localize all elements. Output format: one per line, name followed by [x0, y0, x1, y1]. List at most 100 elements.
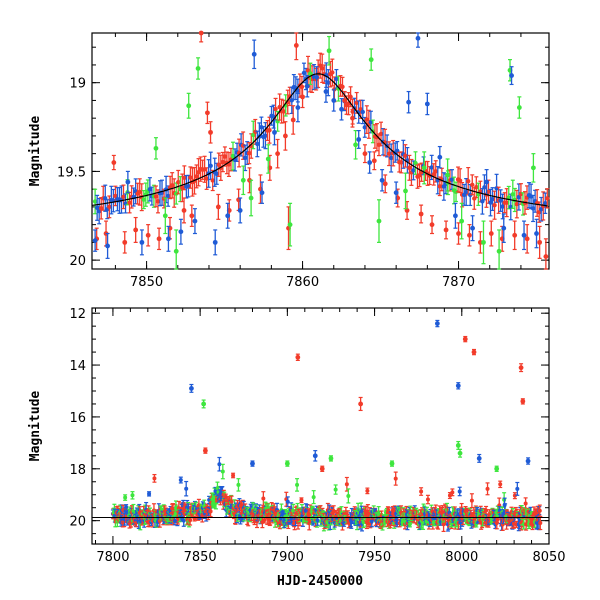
- data-point: [283, 121, 288, 151]
- data-point: [463, 178, 469, 207]
- data-marker: [356, 137, 362, 142]
- data-point: [512, 187, 518, 213]
- data-marker: [326, 80, 331, 85]
- data-marker: [295, 105, 301, 110]
- data-point: [99, 197, 104, 220]
- data-point: [545, 188, 550, 209]
- data-marker: [486, 189, 491, 194]
- data-point: [205, 101, 210, 125]
- data-marker: [524, 236, 530, 242]
- data-point: [295, 92, 301, 123]
- data-marker: [285, 99, 290, 105]
- data-marker: [231, 473, 236, 478]
- data-marker: [437, 184, 443, 189]
- data-point: [331, 89, 337, 112]
- data-marker: [340, 84, 345, 89]
- data-point: [477, 231, 483, 254]
- data-marker: [188, 175, 193, 180]
- data-marker: [453, 213, 458, 219]
- data-point: [395, 140, 400, 161]
- data-point: [275, 138, 281, 169]
- data-point: [299, 497, 304, 504]
- data-marker: [182, 175, 187, 181]
- data-marker: [210, 178, 215, 183]
- data-marker: [403, 188, 408, 194]
- data-marker: [225, 213, 231, 219]
- data-marker: [208, 163, 213, 168]
- data-marker: [320, 66, 325, 71]
- data-marker: [543, 201, 548, 206]
- data-marker: [137, 189, 142, 195]
- data-point: [123, 494, 128, 501]
- data-marker: [300, 94, 305, 100]
- data-marker: [169, 183, 175, 188]
- data-point: [251, 120, 256, 150]
- data-marker: [413, 160, 418, 166]
- data-point: [178, 218, 184, 245]
- y-tick-label: 20: [69, 515, 86, 530]
- data-marker: [365, 488, 370, 493]
- data-marker: [127, 200, 132, 205]
- data-point: [388, 143, 394, 173]
- data-marker: [155, 199, 161, 204]
- top-axis-ticks: 7850 7860 7870 19 19.5 20: [57, 33, 549, 290]
- data-marker: [537, 239, 543, 245]
- data-marker: [208, 129, 213, 135]
- data-point: [277, 93, 282, 121]
- data-marker: [348, 94, 353, 99]
- data-point: [190, 167, 195, 197]
- data-point: [272, 119, 277, 146]
- data-point: [122, 231, 128, 254]
- data-marker: [514, 201, 520, 207]
- bottom-axis-ticks: 7800 7850 7900 7950 8000 8050 12 14 16 18 20: [69, 307, 565, 565]
- data-marker: [184, 486, 189, 491]
- data-marker: [393, 190, 399, 196]
- data-marker: [277, 104, 282, 110]
- data-point: [290, 105, 296, 135]
- data-marker: [360, 109, 365, 115]
- data-marker: [188, 518, 193, 523]
- data-point: [323, 80, 329, 103]
- data-point: [237, 197, 243, 224]
- data-point: [350, 108, 355, 128]
- x-tick-label: 7950: [358, 550, 391, 565]
- data-point: [125, 170, 131, 194]
- data-marker: [362, 125, 367, 130]
- data-point: [121, 184, 126, 210]
- data-marker: [326, 48, 332, 54]
- data-marker: [189, 213, 195, 219]
- data-marker: [501, 225, 507, 231]
- data-point: [137, 178, 142, 206]
- data-marker: [433, 169, 438, 174]
- data-marker: [236, 482, 241, 487]
- data-marker: [205, 110, 210, 116]
- data-point: [248, 179, 254, 217]
- data-marker: [415, 35, 421, 41]
- y-tick-label: 18: [69, 463, 86, 478]
- data-point: [424, 92, 430, 116]
- data-point: [376, 199, 382, 243]
- bottom-plot-frame: [91, 307, 550, 545]
- data-point: [371, 151, 377, 171]
- data-marker: [443, 227, 449, 233]
- data-marker: [470, 225, 475, 231]
- data-marker: [418, 211, 424, 217]
- data-point: [214, 162, 219, 185]
- data-point: [393, 181, 399, 204]
- x-tick-label: 8000: [445, 550, 478, 565]
- data-point: [368, 48, 374, 71]
- data-marker: [539, 207, 544, 212]
- data-marker: [314, 74, 320, 80]
- data-marker: [512, 232, 518, 238]
- data-marker: [92, 238, 98, 244]
- data-marker: [178, 229, 184, 235]
- data-point: [333, 484, 338, 495]
- data-marker: [240, 177, 246, 183]
- data-point: [113, 185, 118, 207]
- y-tick-label: 19.5: [57, 165, 86, 180]
- data-marker: [275, 151, 281, 157]
- data-marker: [378, 131, 384, 137]
- data-marker: [192, 218, 198, 224]
- data-point: [251, 39, 257, 70]
